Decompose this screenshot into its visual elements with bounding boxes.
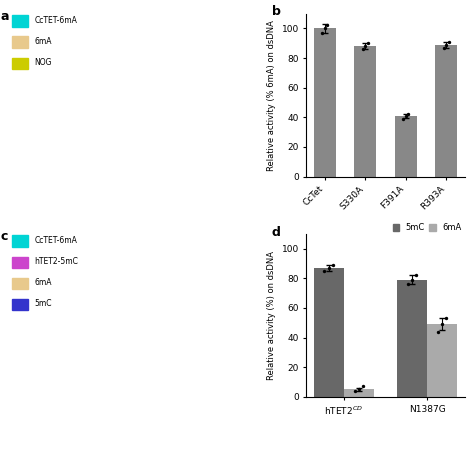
Bar (435, 45, 457, 177)
Point (438, 321, 446, 328)
Point (325, 264, 332, 272)
Point (402, 112, 410, 120)
Point (321, 25, 328, 32)
Point (329, 261, 337, 268)
Bar (12, 278, 28, 289)
Point (319, 29, 326, 37)
Point (409, 276, 416, 283)
Bar (427, 324, 457, 397)
Point (404, 281, 412, 288)
Bar (344, 390, 374, 397)
Bar (12, 58, 28, 69)
Text: b: b (272, 5, 281, 18)
Text: CcTET-6mA: CcTET-6mA (35, 15, 78, 24)
Text: hTET2-5mC: hTET2-5mC (35, 257, 79, 266)
Point (404, 111, 412, 118)
Text: 6mA: 6mA (35, 278, 52, 287)
Point (400, 115, 407, 122)
Bar (12, 37, 28, 48)
Bar (397, 280, 427, 397)
Point (364, 40, 372, 47)
Text: CcTET-6mA: CcTET-6mA (35, 236, 78, 245)
Point (323, 22, 331, 29)
Point (355, 386, 363, 393)
Text: 5mC: 5mC (35, 299, 52, 308)
Bar (314, 268, 344, 397)
Point (362, 42, 369, 50)
Bar (12, 299, 28, 310)
Y-axis label: Relative activity (% 6mA) on dsDNA: Relative activity (% 6mA) on dsDNA (267, 20, 276, 170)
Point (443, 315, 450, 322)
Point (351, 387, 358, 395)
Bar (12, 15, 28, 27)
Point (434, 328, 442, 335)
Bar (12, 257, 28, 268)
Point (442, 41, 450, 48)
Y-axis label: Relative activity (%) on dsDNA: Relative activity (%) on dsDNA (267, 251, 276, 380)
Point (440, 44, 447, 51)
Bar (394, 116, 417, 177)
Text: a: a (0, 10, 9, 23)
Bar (354, 46, 376, 177)
Text: NOG: NOG (35, 58, 52, 67)
Text: c: c (0, 230, 8, 244)
Point (359, 383, 367, 390)
Point (445, 38, 452, 45)
Point (359, 46, 366, 53)
Text: d: d (272, 226, 281, 239)
Legend: 5mC, 6mA: 5mC, 6mA (391, 221, 464, 234)
Bar (314, 28, 336, 177)
Text: 6mA: 6mA (35, 37, 52, 46)
Point (321, 267, 328, 275)
Bar (12, 235, 28, 247)
Point (412, 272, 420, 279)
